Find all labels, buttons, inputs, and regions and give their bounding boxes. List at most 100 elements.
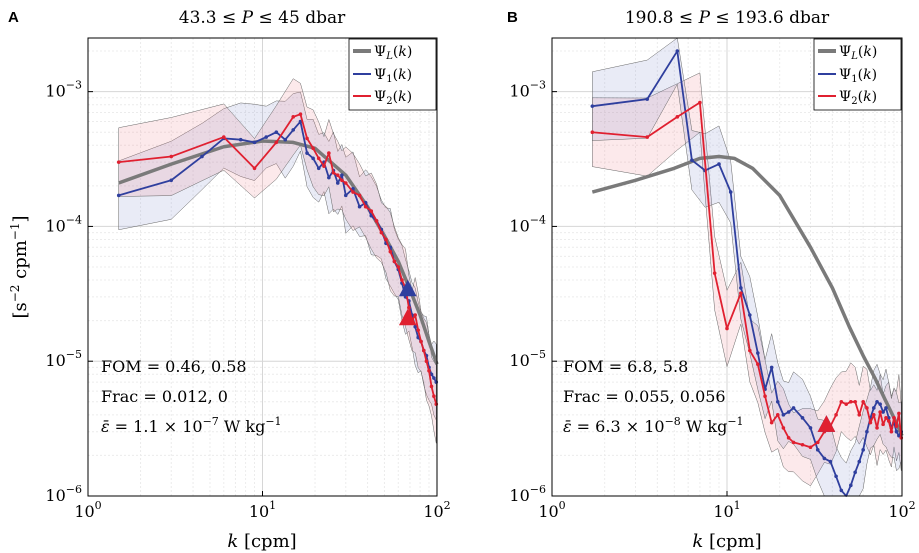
data-point [849,483,853,488]
annotations-a: FOM = 0.46, 0.58 Frac = 0.012, 0 ε̄ = 1.… [101,357,282,436]
data-point [853,399,857,404]
data-point [590,130,595,135]
x-axis-label-a: k [cpm] [227,531,296,552]
data-point [357,204,362,209]
data-point [865,429,869,434]
data-point [769,365,774,370]
data-point [884,416,888,420]
data-point [775,413,780,417]
data-point [645,135,650,139]
data-point [791,440,796,445]
data-point [781,426,786,430]
legend-a: ΨL(k) Ψ1(k) Ψ2(k) [348,38,437,111]
legend-label-psi-l-a: ΨL(k) [374,44,412,62]
y-tick-label: 10−5 [45,348,82,370]
data-point [808,445,813,450]
data-point [400,278,404,282]
data-point [200,154,204,159]
x-tick-label: 100 [74,499,101,521]
data-point [875,426,879,430]
confidence-bands-b [592,37,902,497]
data-point [327,175,331,180]
panel-a: A 43.3 ≤ P ≤ 45 dbar 100 101 10210−610−510… [8,8,451,552]
y-axis-label-a: [s−2 cpm−1] [8,215,31,318]
data-point [274,130,279,135]
confidence-band [592,37,902,497]
data-point [264,135,268,139]
data-point [335,173,340,177]
data-point [839,399,844,404]
data-point [769,420,774,425]
triangle-marker [817,415,836,432]
x-tick-label: 102 [888,499,915,521]
data-point [645,97,650,101]
data-point [252,166,257,171]
data-point [884,406,888,410]
data-point [739,286,743,290]
series-line [118,139,439,365]
series-line [591,154,904,437]
data-point [897,411,901,416]
data-point [815,448,820,452]
data-point [675,115,680,119]
confidence-band [592,72,902,487]
data-point [889,429,894,434]
data-point [881,410,885,414]
data-point [424,359,429,364]
data-point [698,100,702,105]
markers-a [398,279,417,326]
data-point [291,128,296,132]
series-b [590,49,904,497]
data-point [221,135,226,139]
annotation-epsilon-a: ε̄ = 1.1 × 10−7 W kg−1 [101,415,282,436]
data-point [868,420,873,425]
legend-label-psi-1-b: Ψ1(k) [839,67,877,85]
data-point [298,112,303,117]
panel-a-title: 43.3 ≤ P ≤ 45 dbar [179,8,346,28]
data-point [849,399,853,404]
tick-labels-a: 100 101 102 10−6 10−5 10−4 10−3 [45,79,450,521]
data-point [291,115,296,119]
data-point [369,209,374,213]
data-point [712,271,717,275]
data-point [432,376,436,380]
data-point [828,459,833,464]
data-point [865,406,869,410]
data-point [853,470,857,475]
legend-label-psi-1-a: Ψ1(k) [374,67,412,85]
y-tick-label: 10−6 [509,483,546,505]
data-point [416,328,420,332]
data-point [675,49,680,53]
tick-labels-b: 100 101 102 10−6 10−5 10−4 10−3 [509,79,915,521]
data-point [327,151,331,155]
confidence-band [118,78,437,444]
data-point [407,305,411,310]
data-point [775,399,780,404]
data-point [331,170,336,175]
data-point [429,384,434,389]
data-point [116,160,121,164]
data-point [871,413,876,417]
data-point [894,424,899,428]
data-point [590,104,595,108]
data-point [786,436,791,440]
data-point [690,158,694,162]
data-point [897,433,901,438]
data-point [384,237,388,242]
data-point [388,249,393,254]
data-point [748,313,752,317]
data-point [875,399,879,404]
x-tick-label: 100 [538,499,565,521]
y-tick-label: 10−3 [45,79,82,101]
y-tick-label: 10−4 [45,213,82,235]
data-point [305,136,309,141]
data-point [800,416,805,420]
data-point [857,413,862,417]
panel-b-title: 190.8 ≤ P ≤ 193.6 dbar [625,8,830,28]
x-tick-label: 101 [249,499,276,521]
markers-b [817,415,836,432]
data-point [116,193,121,198]
data-point [892,416,896,420]
data-point [379,230,384,235]
legend-label-psi-2-a: Ψ2(k) [374,89,412,107]
